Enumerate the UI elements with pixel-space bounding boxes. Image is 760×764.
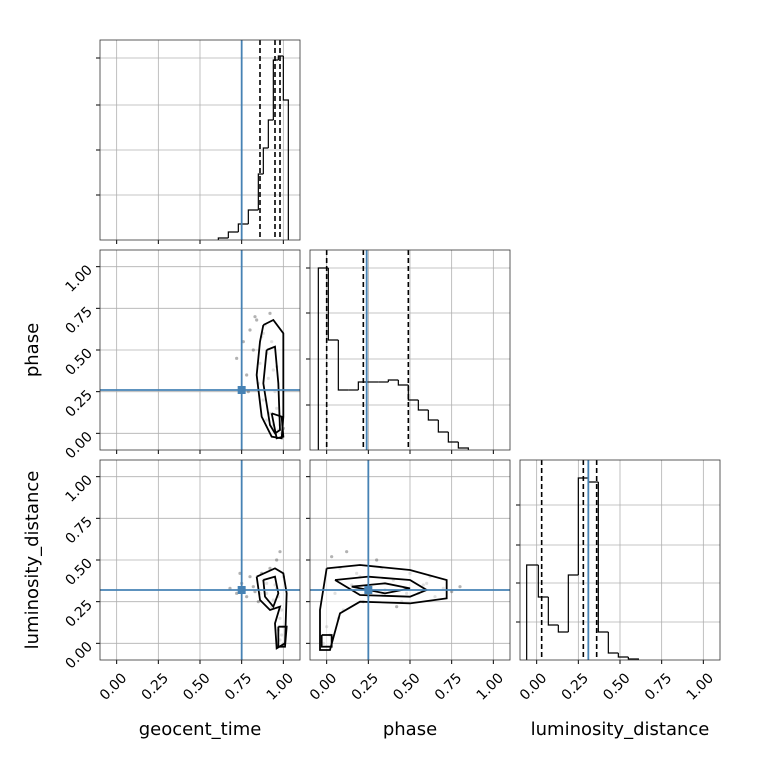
contour [255,567,288,650]
truth-marker [237,586,246,594]
hist-bin [607,632,619,654]
x-tick-label: 0.50 [180,670,213,703]
hist-bin [387,379,399,382]
x-axis-label: geocent_time [139,719,262,740]
x-tick-label: 0.50 [390,670,423,703]
y-axis-label: luminosity_distance [22,471,43,650]
hist-bin [447,432,459,443]
sample-point [245,373,249,377]
x-axis-label: phase [383,719,437,740]
x-tick-label: 0.75 [642,670,675,703]
hist-bin [257,173,264,210]
sample-point [235,591,239,595]
x-tick-label: 0.25 [139,670,172,703]
y-tick-label: 1.00 [62,262,95,295]
hist-bin [282,56,289,240]
y-axis-label: phase [22,323,43,377]
hist-bin [262,147,269,174]
hist-bin [227,231,239,238]
x-tick-label: 1.00 [264,670,297,703]
sample-point [268,311,272,315]
sample-point [251,585,255,589]
hist-bin [577,477,589,575]
panel-frame [99,459,301,661]
x-tick-label: 0.25 [559,670,592,703]
x-axis-label: luminosity_distance [531,719,710,740]
hist-bin [237,223,249,232]
x-tick-label: 0.00 [307,670,340,703]
x-tick-label: 0.00 [97,670,130,703]
hist-bin [397,380,409,386]
panel-frame [99,249,301,451]
x-tick-label: 0.50 [600,670,633,703]
y-tick-label: 0.25 [62,597,95,630]
hist-bin [457,442,469,450]
hist-bin [337,340,349,391]
x-tick-label: 0.75 [222,670,255,703]
sample-point [275,558,279,562]
hist-bin [217,237,229,240]
panel-frame [309,459,511,661]
hist-bin [417,400,429,411]
truth-marker [364,586,373,594]
sample-point [345,550,349,554]
contour [320,634,333,648]
contour [270,412,285,440]
sample-point [268,566,272,570]
y-tick-label: 0.75 [62,304,95,337]
y-tick-label: 0.50 [62,556,95,589]
y-tick-label: 0.50 [62,346,95,379]
x-tick-label: 0.25 [349,670,382,703]
sample-point [278,550,282,554]
contour [262,575,280,609]
hist-bin [567,574,579,632]
hist-bin [427,410,439,421]
y-tick-label: 0.00 [62,429,95,462]
hist-bin [617,653,629,658]
y-tick-label: 1.00 [62,472,95,505]
panel-frame [519,459,721,661]
hist-bin [327,268,339,341]
x-tick-label: 0.75 [432,670,465,703]
sample-point [458,585,462,589]
panel-frame [309,249,511,451]
x-tick-label: 0.00 [517,670,550,703]
hist-bin [277,55,284,60]
sample-point [251,348,255,352]
sample-point [256,600,260,604]
sample-point [248,328,252,332]
hist-bin [247,209,259,224]
y-tick-label: 0.00 [62,639,95,672]
sample-point [330,555,334,559]
contour [277,625,288,648]
hist-bin [272,59,279,120]
sample-point [253,315,257,319]
x-tick-label: 1.00 [684,670,717,703]
contour [351,582,411,595]
sample-point [395,605,399,609]
hist-bin [267,119,274,148]
hist-bin [597,482,609,633]
hist-bin [547,597,559,626]
hist-bin [437,420,449,433]
hist-bin [537,565,549,598]
truth-marker [237,386,246,394]
sample-point [245,595,249,599]
hist-bin [317,267,329,450]
sample-point [235,356,239,360]
x-tick-label: 1.00 [474,670,507,703]
hist-bin [557,625,569,633]
sample-point [375,558,379,562]
sample-point [255,318,259,322]
sample-point [248,575,252,579]
panel-frame [99,39,301,241]
y-tick-label: 0.25 [62,387,95,420]
hist-bin [627,657,639,660]
hist-bin [526,564,539,660]
y-tick-label: 0.75 [62,514,95,547]
hist-bin [357,381,369,390]
